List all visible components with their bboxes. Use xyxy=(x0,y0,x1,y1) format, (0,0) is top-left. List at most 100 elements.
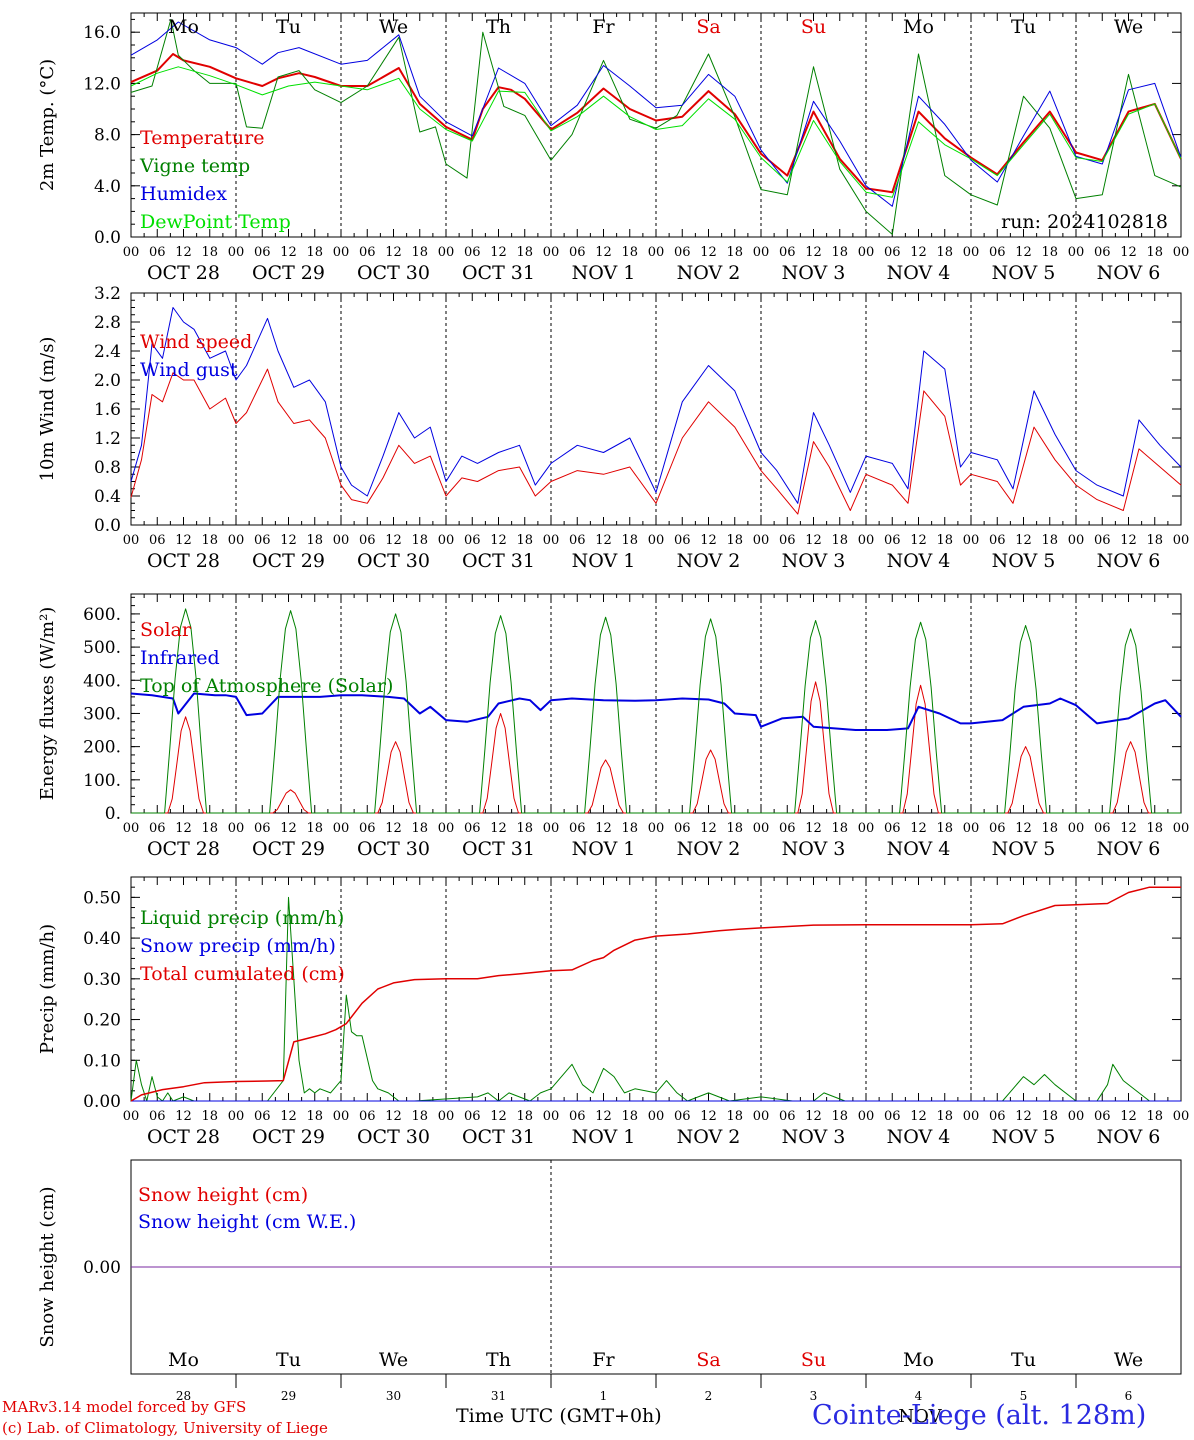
hour-tick-label: 12 xyxy=(175,1109,192,1124)
hour-tick-label: 12 xyxy=(1120,245,1137,260)
hour-tick-label: 12 xyxy=(595,533,612,548)
series xyxy=(130,886,1181,1102)
hour-tick-label: 00 xyxy=(228,533,245,548)
weekday-label: We xyxy=(1114,16,1143,38)
y-tick-label: 0.4 xyxy=(94,487,121,507)
hour-tick-label: 06 xyxy=(884,533,901,548)
legend-entry: Temperature xyxy=(140,127,264,149)
date-label: OCT 30 xyxy=(357,262,430,284)
weekday-label: Mo xyxy=(168,16,199,38)
hour-tick-label: 06 xyxy=(569,533,586,548)
legend-entry: Wind gust xyxy=(140,359,238,381)
hour-tick-label: 00 xyxy=(1068,533,1085,548)
hour-tick-label: 00 xyxy=(123,245,140,260)
hour-tick-label: 18 xyxy=(831,821,848,836)
hour-tick-label: 12 xyxy=(385,1109,402,1124)
y-ticks: 0.00 0.10 0.20 0.30 0.40 0.50 xyxy=(83,876,1181,1112)
legend-entry: Snow precip (mm/h) xyxy=(140,935,336,957)
hour-tick-label: 18 xyxy=(1041,245,1058,260)
day-number-label: 2 xyxy=(705,1389,713,1403)
y-tick-label: 0.0 xyxy=(94,516,121,536)
hour-tick-label: 00 xyxy=(648,821,665,836)
hour-tick-label: 00 xyxy=(438,533,455,548)
series-line-vigne-temp xyxy=(130,18,1182,235)
y-tick-label: 400. xyxy=(83,671,121,691)
hour-tick-label: 18 xyxy=(201,245,218,260)
y-ticks: 0.0 0.4 0.8 1.2 1.6 2.0 2.4 2.8 3.2 xyxy=(94,284,1181,536)
hour-tick-label: 00 xyxy=(1173,533,1190,548)
hour-tick-label: 18 xyxy=(306,821,323,836)
hour-tick-label: 12 xyxy=(490,1109,507,1124)
weekday-label: Sa xyxy=(696,1349,720,1371)
hour-tick-label: 12 xyxy=(1120,821,1137,836)
day-number-label: 31 xyxy=(491,1389,506,1403)
date-label: OCT 30 xyxy=(357,550,430,572)
y-tick-label: 0.8 xyxy=(94,458,121,478)
date-label: OCT 28 xyxy=(147,838,220,860)
hour-tick-label: 18 xyxy=(411,1109,428,1124)
hour-tick-label: 18 xyxy=(516,821,533,836)
hour-tick-label: 18 xyxy=(726,821,743,836)
hour-tick-label: 00 xyxy=(753,245,770,260)
hour-tick-label: 18 xyxy=(1041,533,1058,548)
hour-tick-label: 12 xyxy=(385,245,402,260)
hour-tick-label: 06 xyxy=(1094,821,1111,836)
y-axis-label: Energy fluxes (W/m²) xyxy=(37,607,58,801)
y-tick-label: 0.50 xyxy=(83,888,121,908)
date-label: NOV 6 xyxy=(1097,1126,1161,1148)
date-label: NOV 2 xyxy=(677,262,741,284)
hour-tick-label: 00 xyxy=(438,245,455,260)
hour-tick-label: 18 xyxy=(516,245,533,260)
date-label: NOV 3 xyxy=(782,1126,846,1148)
hour-tick-label: 00 xyxy=(753,821,770,836)
hour-tick-label: 06 xyxy=(359,821,376,836)
hour-tick-label: 18 xyxy=(306,245,323,260)
legend-entry: Top of Atmosphere (Solar) xyxy=(140,675,393,697)
hour-tick-label: 18 xyxy=(726,1109,743,1124)
x-axis-title: Time UTC (GMT+0h) xyxy=(456,1405,662,1427)
credit-line-2: (c) Lab. of Climatology, University of L… xyxy=(2,1419,328,1437)
day-number-label: 30 xyxy=(386,1389,401,1403)
y-tick-label: 16.0 xyxy=(83,23,121,43)
hour-tick-label: 06 xyxy=(359,533,376,548)
hour-tick-label: 12 xyxy=(1015,821,1032,836)
series-line-wind-gust xyxy=(130,307,1182,504)
date-label: NOV 1 xyxy=(572,550,636,572)
hour-tick-label: 06 xyxy=(464,821,481,836)
y-tick-label: 200. xyxy=(83,738,121,758)
day-number-label: 6 xyxy=(1125,1389,1133,1403)
hour-tick-label: 18 xyxy=(1041,1109,1058,1124)
series-line-dewpoint-temp xyxy=(130,66,1182,198)
date-label: OCT 29 xyxy=(252,1126,325,1148)
date-label: OCT 29 xyxy=(252,550,325,572)
date-label: OCT 31 xyxy=(462,262,535,284)
hour-tick-label: 06 xyxy=(149,533,166,548)
hour-tick-label: 18 xyxy=(411,245,428,260)
hour-tick-label: 12 xyxy=(175,245,192,260)
y-tick-label: 4.0 xyxy=(94,177,121,197)
y-tick-label: 1.6 xyxy=(94,400,121,420)
weekday-label: Sa xyxy=(696,16,720,38)
hour-tick-label: 00 xyxy=(963,245,980,260)
y-axis-label: 2m Temp. (°C) xyxy=(37,59,58,191)
hour-tick-label: 00 xyxy=(753,1109,770,1124)
weekday-label: Fr xyxy=(592,16,615,38)
hour-tick-label: 00 xyxy=(228,245,245,260)
hour-tick-label: 18 xyxy=(306,533,323,548)
hour-tick-label: 00 xyxy=(1068,821,1085,836)
date-label: OCT 28 xyxy=(147,262,220,284)
y-tick-label: 2.8 xyxy=(94,313,121,333)
date-label: NOV 2 xyxy=(677,550,741,572)
y-tick-label: 1.2 xyxy=(94,429,121,449)
hour-tick-label: 12 xyxy=(280,245,297,260)
hour-tick-label: 00 xyxy=(543,1109,560,1124)
day-number-label: 28 xyxy=(176,1389,191,1403)
hour-tick-label: 12 xyxy=(1120,533,1137,548)
hour-tick-label: 18 xyxy=(621,821,638,836)
panel-snow: 0.00 Snow height (cm) Snow height (cm) Snow… xyxy=(37,1159,1182,1388)
date-label: OCT 30 xyxy=(357,838,430,860)
date-label: NOV 6 xyxy=(1097,550,1161,572)
date-label: OCT 31 xyxy=(462,550,535,572)
weekday-label: We xyxy=(379,16,408,38)
day-number-label: 3 xyxy=(810,1389,818,1403)
